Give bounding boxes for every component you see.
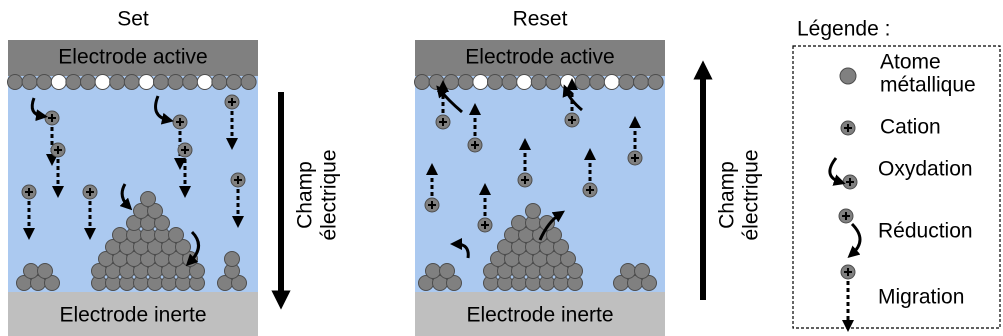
- atom: [81, 75, 96, 90]
- atom: [212, 75, 227, 90]
- atom: [840, 68, 856, 84]
- field-label: électrique: [740, 149, 763, 240]
- atom: [526, 204, 541, 219]
- atom: [488, 75, 503, 90]
- atom: [38, 264, 53, 279]
- atom: [426, 264, 441, 279]
- vacancy: [604, 75, 619, 90]
- atom: [440, 264, 455, 279]
- atom: [241, 75, 256, 90]
- atom: [429, 75, 444, 90]
- field-label: électrique: [318, 149, 341, 240]
- electrode-active-label: Electrode active: [58, 46, 207, 69]
- field-label: Champ: [716, 161, 739, 229]
- field-label: Champ: [294, 161, 317, 229]
- diagram: Set Electrode active Electrode inerte Champ…: [0, 0, 1003, 336]
- atom: [8, 75, 23, 90]
- atom: [37, 75, 52, 90]
- legend-label: Migration: [878, 286, 964, 309]
- atom: [154, 75, 169, 90]
- atom: [22, 75, 37, 90]
- atom: [531, 75, 546, 90]
- curl-arrow: [852, 224, 860, 254]
- atom: [110, 75, 125, 90]
- atom: [621, 264, 636, 279]
- legend-label: métallique: [880, 74, 976, 97]
- legend-label: Atome: [880, 51, 941, 74]
- vacancy: [517, 75, 532, 90]
- atom: [124, 75, 139, 90]
- atom: [141, 192, 156, 207]
- electrode-active-label: Electrode active: [465, 46, 614, 69]
- legend-label: Cation: [880, 116, 941, 139]
- atom: [183, 75, 198, 90]
- atom: [634, 75, 649, 90]
- curl-arrow: [830, 158, 840, 182]
- vacancy: [473, 75, 488, 90]
- legend-title: Légende :: [797, 18, 890, 41]
- atom: [227, 75, 242, 90]
- vacancy: [95, 75, 110, 90]
- atom: [66, 75, 81, 90]
- vacancy: [139, 75, 154, 90]
- atom: [24, 264, 39, 279]
- atom: [225, 252, 240, 267]
- atom: [512, 216, 527, 231]
- atom: [575, 75, 590, 90]
- electrode-inerte-label: Electrode inerte: [59, 304, 206, 327]
- atom: [619, 75, 634, 90]
- legend-label: Réduction: [878, 220, 973, 243]
- atom: [502, 75, 517, 90]
- atom: [168, 75, 183, 90]
- electrode-inerte-label: Electrode inerte: [466, 304, 613, 327]
- vacancy: [197, 75, 212, 90]
- atom: [648, 75, 663, 90]
- atom: [444, 75, 459, 90]
- atom: [169, 228, 184, 243]
- panel-title: Reset: [513, 8, 568, 31]
- atom: [113, 228, 128, 243]
- atom: [590, 75, 605, 90]
- legend-label: Oxydation: [878, 158, 973, 181]
- atom: [415, 75, 430, 90]
- atom: [635, 264, 650, 279]
- drawing: Set Electrode active Electrode inerte Champ…: [8, 8, 1001, 336]
- panel-title: Set: [117, 8, 149, 31]
- atom: [546, 75, 561, 90]
- atom: [458, 75, 473, 90]
- vacancy: [51, 75, 66, 90]
